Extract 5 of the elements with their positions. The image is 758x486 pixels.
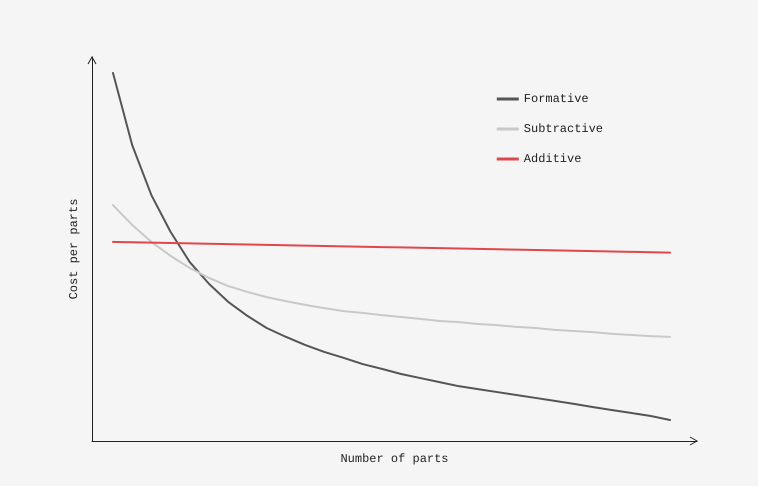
x-axis-title: Number of parts: [340, 452, 449, 466]
legend-label: Subtractive: [524, 122, 604, 136]
legend-label: Formative: [524, 92, 589, 106]
y-axis-title: Cost per parts: [67, 198, 81, 300]
legend-label: Additive: [524, 152, 582, 166]
